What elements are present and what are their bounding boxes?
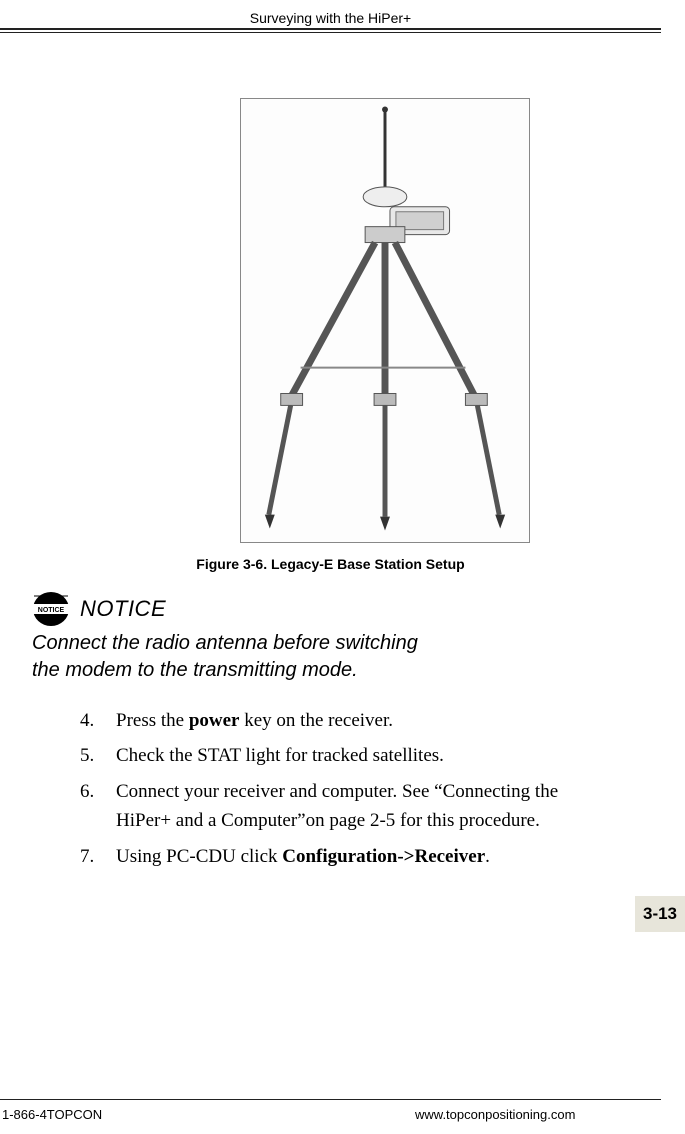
step-text-bold: Configuration->Receiver (282, 846, 485, 867)
notice-line-2: the modem to the transmitting mode. (32, 659, 358, 681)
header-rule-thin (0, 32, 661, 33)
header-rule-thick (0, 28, 661, 30)
step-number: 4. (80, 706, 116, 735)
footer-rule (0, 1099, 661, 1100)
step-number: 5. (80, 741, 116, 770)
notice-icon-label: NOTICE (38, 607, 65, 614)
header-title: Surveying with the HiPer+ (0, 10, 661, 26)
page-number-tab: 3-13 (635, 896, 685, 932)
step-number: 6. (80, 777, 116, 836)
page: Surveying with the HiPer+ (0, 0, 685, 1134)
step-4: 4. Press the power key on the receiver. (80, 706, 590, 735)
step-number: 7. (80, 842, 116, 871)
figure-caption: Figure 3-6. Legacy-E Base Station Setup (0, 556, 661, 572)
footer-url: www.topconpositioning.com (415, 1107, 575, 1122)
step-text-post: . (485, 846, 490, 867)
step-text: Using PC-CDU click Configuration->Receiv… (116, 842, 590, 871)
figure-image (240, 98, 530, 543)
notice-body: Connect the radio antenna before switchi… (32, 630, 418, 684)
tripod-illustration (241, 99, 529, 542)
footer-phone: 1-866-4TOPCON (2, 1107, 102, 1122)
step-text: Press the power key on the receiver. (116, 706, 590, 735)
step-5: 5. Check the STAT light for tracked sate… (80, 741, 590, 770)
step-text: Check the STAT light for tracked satelli… (116, 741, 590, 770)
notice-heading: NOTICE (80, 596, 166, 622)
notice-icon: NOTICE (32, 590, 70, 628)
step-6: 6. Connect your receiver and computer. S… (80, 777, 590, 836)
step-text-pre: Press the (116, 710, 189, 731)
step-list: 4. Press the power key on the receiver. … (80, 706, 590, 877)
step-text-bold: power (189, 710, 240, 731)
step-text-post: key on the receiver. (239, 710, 393, 731)
notice-line-1: Connect the radio antenna before switchi… (32, 632, 418, 654)
step-text: Connect your receiver and computer. See … (116, 777, 590, 836)
step-7: 7. Using PC-CDU click Configuration->Rec… (80, 842, 590, 871)
step-text-pre: Using PC-CDU click (116, 846, 282, 867)
